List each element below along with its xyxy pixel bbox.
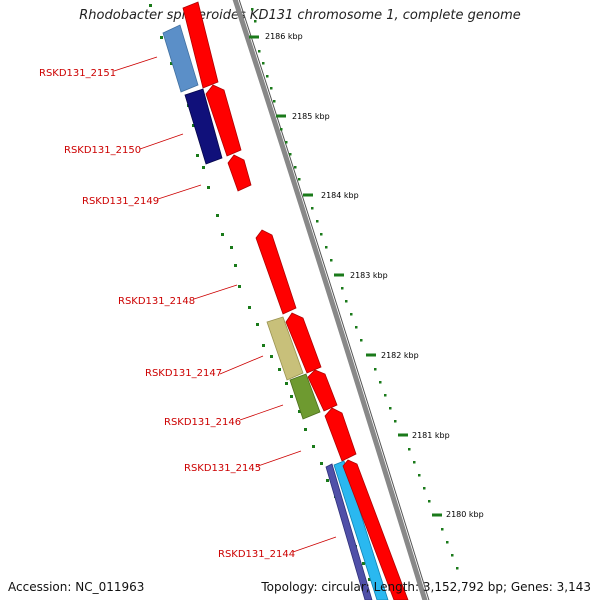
gene-label-2146[interactable]: RSKD131_2146 (164, 404, 284, 428)
gene-label-2147[interactable]: RSKD131_2147 (145, 355, 264, 379)
gene-label-2150[interactable]: RSKD131_2150 (64, 133, 184, 156)
outer-scale (251, 8, 459, 570)
tick-2185: 2185 kbp (276, 112, 330, 121)
gene-label-2144[interactable]: RSKD131_2144 (218, 536, 337, 560)
tick-2184: 2184 kbp (303, 191, 359, 200)
tick-2186: 2186 kbp (249, 32, 303, 41)
gene-block-2146[interactable] (289, 373, 321, 420)
gene-label-text[interactable]: RSKD131_2148 (118, 296, 195, 307)
gene-arrow-2147[interactable] (285, 312, 322, 374)
gene-label-text[interactable]: RSKD131_2150 (64, 145, 141, 156)
gene-arrow-2148[interactable] (255, 229, 297, 315)
gene-label-text[interactable]: RSKD131_2146 (164, 417, 241, 428)
gene-block-2151[interactable] (162, 24, 199, 93)
topology-label: Topology: circular; Length: 3,152,792 bp… (261, 580, 591, 594)
gene-block-2147[interactable] (266, 316, 304, 381)
gene-label-2149[interactable]: RSKD131_2149 (82, 184, 202, 207)
gene-arrow-top[interactable] (182, 1, 219, 89)
accession-label: Accession: NC_011963 (8, 580, 145, 594)
gene-arrow-2146[interactable] (307, 369, 338, 412)
gene-label-text[interactable]: RSKD131_2144 (218, 549, 295, 560)
gene-label-2148[interactable]: RSKD131_2148 (118, 284, 238, 307)
gene-label-2151[interactable]: RSKD131_2151 (39, 56, 158, 79)
tick-label: 2182 kbp (381, 351, 419, 360)
tick-2180: 2180 kbp (432, 510, 484, 519)
tick-label: 2185 kbp (292, 112, 330, 121)
gene-label-text[interactable]: RSKD131_2151 (39, 68, 116, 79)
gene-arrow-2145[interactable] (324, 407, 357, 462)
tick-label: 2183 kbp (350, 271, 388, 280)
gene-label-text[interactable]: RSKD131_2145 (184, 463, 261, 474)
gene-arrow-2150[interactable] (205, 84, 242, 157)
tick-2183: 2183 kbp (334, 271, 388, 280)
tick-label: 2184 kbp (321, 191, 359, 200)
tick-label: 2186 kbp (265, 32, 303, 41)
gene-arrow-2144[interactable] (342, 459, 409, 600)
tick-2181: 2181 kbp (398, 431, 450, 440)
tick-label: 2181 kbp (412, 431, 450, 440)
gene-label-text[interactable]: RSKD131_2147 (145, 368, 222, 379)
chromosome-backbone (232, 0, 428, 600)
gene-label-2145[interactable]: RSKD131_2145 (184, 450, 302, 474)
gene-label-text[interactable]: RSKD131_2149 (82, 196, 159, 207)
gene-arrow-2149[interactable] (227, 154, 252, 192)
tick-2182: 2182 kbp (366, 351, 419, 360)
gene-block-2144[interactable] (325, 463, 373, 600)
tick-label: 2180 kbp (446, 510, 484, 519)
gene-block-cyan[interactable] (333, 460, 389, 600)
gene-features (162, 1, 409, 600)
gene-block-2150[interactable] (184, 88, 223, 165)
